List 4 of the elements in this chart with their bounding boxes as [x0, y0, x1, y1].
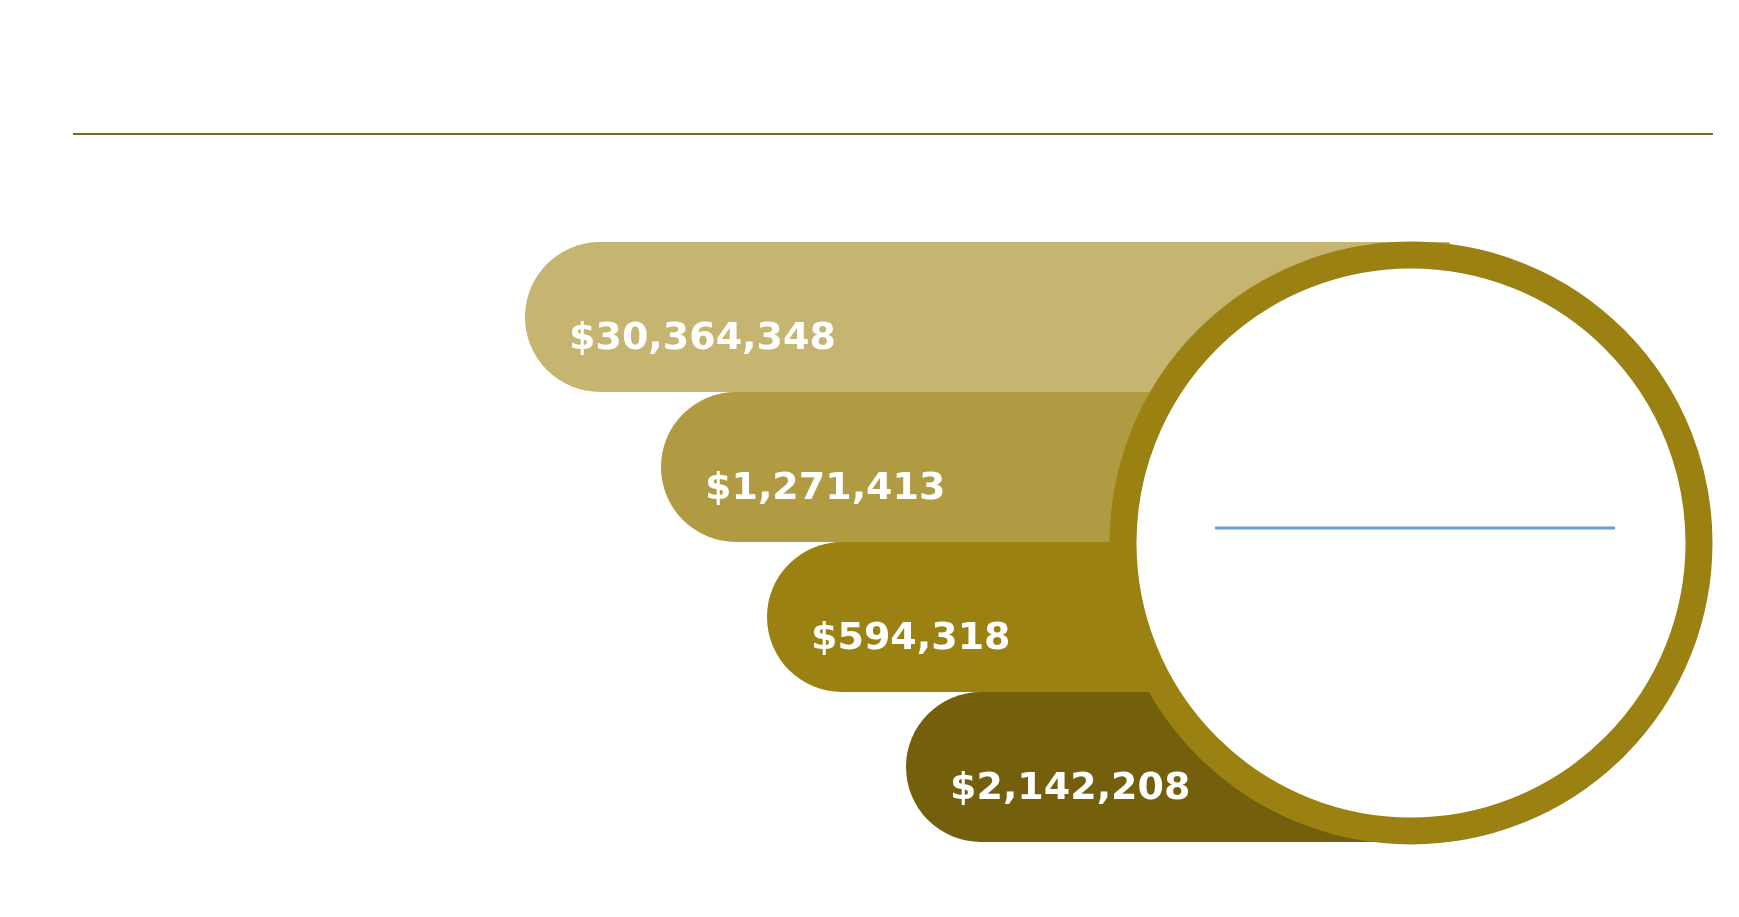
data-label: $30,364,348: [569, 314, 836, 358]
data-label: $1,271,413: [705, 464, 946, 508]
data-label: $2,142,208: [950, 764, 1191, 808]
data-label: $594,318: [811, 614, 1011, 658]
